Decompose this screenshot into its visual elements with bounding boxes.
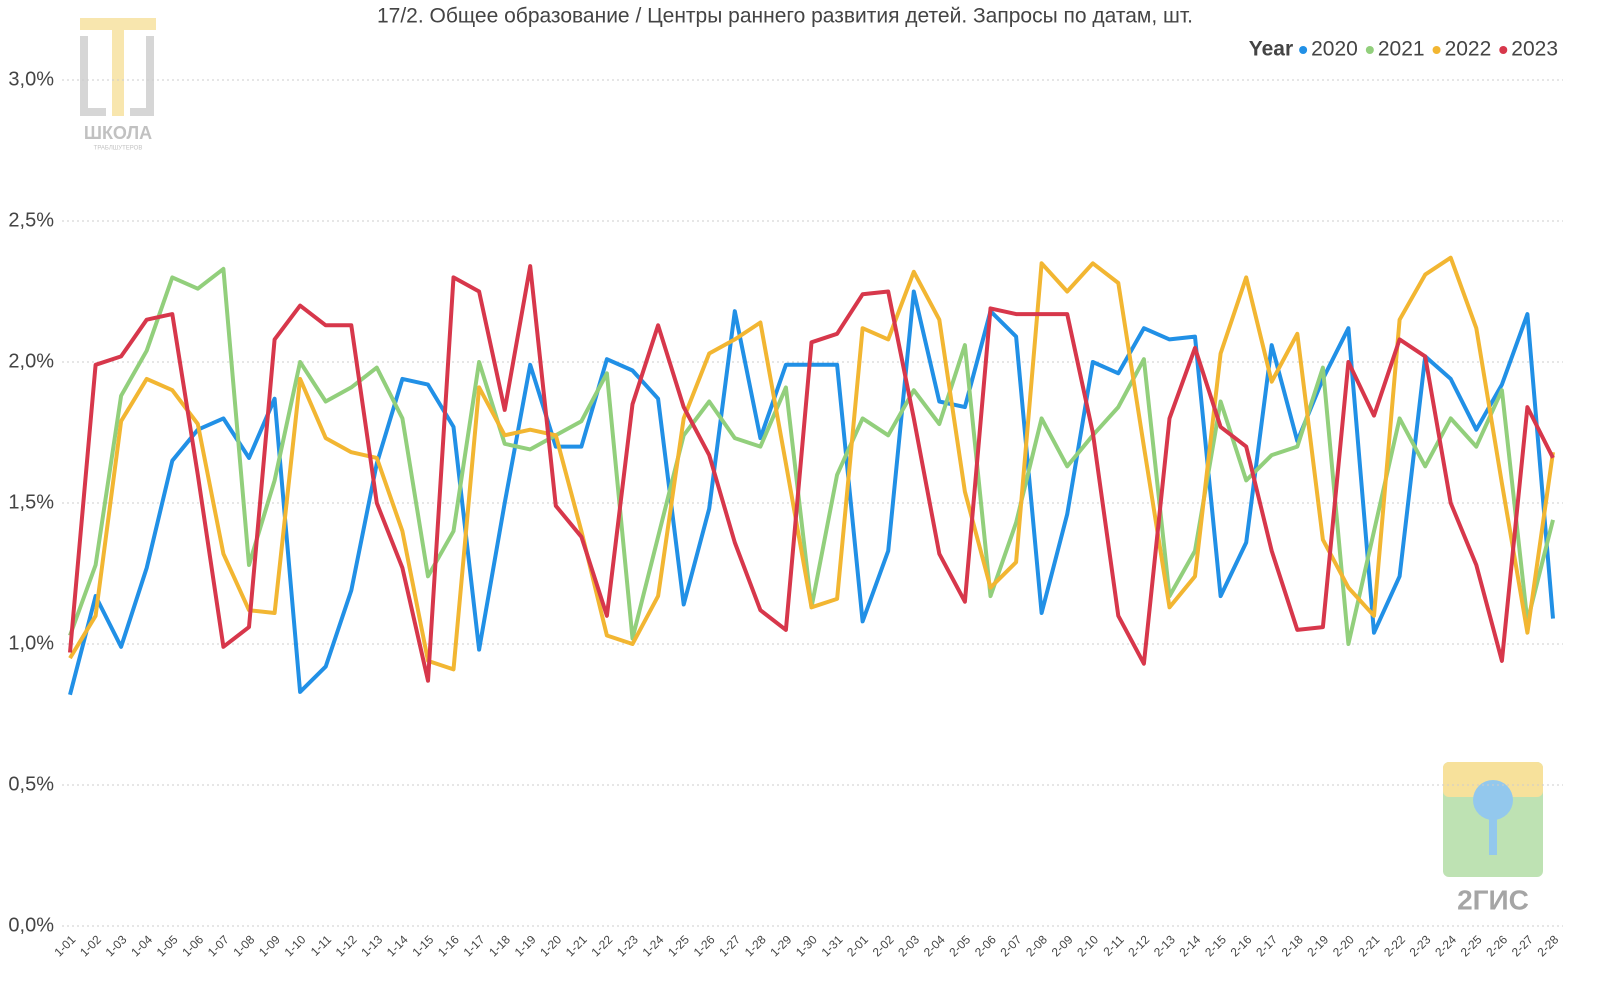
- x-tick-label: 2-01: [844, 932, 871, 959]
- legend-label: 2021: [1378, 38, 1425, 61]
- x-tick-label: 1-21: [563, 932, 590, 959]
- x-tick-label: 2-17: [1253, 932, 1280, 959]
- x-tick-label: 2-27: [1509, 932, 1536, 959]
- legend-label: 2020: [1311, 38, 1358, 61]
- x-tick-label: 2-25: [1458, 932, 1485, 959]
- x-tick-label: 2-08: [1023, 932, 1050, 959]
- x-tick-label: 1-28: [742, 932, 769, 959]
- x-tick-label: 2-21: [1355, 932, 1382, 959]
- y-tick-label: 1,0%: [8, 632, 54, 654]
- legend-marker: [1432, 46, 1441, 54]
- x-tick-label: 2-13: [1151, 932, 1178, 959]
- x-tick-label: 1-04: [128, 932, 155, 959]
- x-tick-label: 1-25: [665, 932, 692, 959]
- x-tick-label: 2-04: [921, 932, 948, 959]
- logo-2gis: 2ГИС: [1443, 762, 1543, 915]
- legend: 2023 2022 2021 2020 Year: [1249, 38, 1558, 61]
- x-tick-label: 1-18: [486, 932, 513, 959]
- x-tick-label: 1-30: [793, 932, 820, 959]
- x-tick-label: 1-26: [691, 932, 718, 959]
- x-tick-label: 2-16: [1228, 932, 1255, 959]
- x-tick-label: 1-24: [640, 932, 667, 959]
- x-tick-label: 1-02: [77, 932, 104, 959]
- x-tick-label: 1-03: [103, 932, 130, 959]
- x-tick-label: 2-15: [1202, 932, 1229, 959]
- x-tick-label: 1-15: [409, 932, 436, 959]
- x-tick-label: 1-16: [435, 932, 462, 959]
- x-tick-label: 1-09: [256, 932, 283, 959]
- x-tick-label: 2-09: [1049, 932, 1076, 959]
- y-tick-label: 0,0%: [8, 914, 54, 936]
- line-series: [68, 255, 1555, 672]
- watermark: ШКОЛА: [84, 123, 152, 143]
- x-tick-label: 2-26: [1483, 932, 1510, 959]
- x-tick-label: 2-23: [1407, 932, 1434, 959]
- watermark: ТРАБЛШУТЕРОВ: [94, 146, 143, 152]
- x-tick-label: 2-22: [1381, 932, 1408, 959]
- x-tick-label: 1-13: [358, 932, 385, 959]
- legend-marker: [1365, 46, 1374, 54]
- x-tick-label: 2-14: [1177, 932, 1204, 959]
- legend-marker: [1299, 46, 1308, 54]
- x-tick-label: 2-10: [1074, 932, 1101, 959]
- x-tick-label: 1-07: [205, 932, 232, 959]
- x-tick-label: 2-03: [895, 932, 922, 959]
- x-tick-label: 1-06: [179, 932, 206, 959]
- y-tick-label: 0,5%: [8, 773, 54, 795]
- x-tick-label: 2-05: [946, 932, 973, 959]
- x-tick-label: 1-17: [461, 932, 488, 959]
- x-tick-label: 2-12: [1125, 932, 1152, 959]
- x-tick-label: 1-22: [588, 932, 615, 959]
- x-tick-label: 2-07: [998, 932, 1025, 959]
- watermark: 2ГИС: [1457, 884, 1529, 915]
- x-tick-label: 1-08: [230, 932, 257, 959]
- x-tick-label: 2-02: [870, 932, 897, 959]
- x-tick-label: 2-06: [972, 932, 999, 959]
- x-tick-label: 1-23: [614, 932, 641, 959]
- x-tick-label: 2-19: [1304, 932, 1331, 959]
- x-tick-label: 1-27: [716, 932, 743, 959]
- x-tick-label: 2-28: [1534, 932, 1561, 959]
- legend-label: 2023: [1511, 38, 1558, 61]
- x-tick-label: 1-20: [537, 932, 564, 959]
- legend-marker: [1499, 46, 1508, 54]
- x-tick-label: 1-05: [154, 932, 181, 959]
- chart-title: 17/2. Общее образование / Центры раннего…: [377, 5, 1193, 28]
- x-tick-label: 1-19: [512, 932, 539, 959]
- y-tick-label: 1,5%: [8, 491, 54, 513]
- x-tick-label: 2-20: [1330, 932, 1357, 959]
- logo-school: ШКОЛА ТРАБЛШУТЕРОВ: [80, 18, 156, 152]
- x-tick-label: 1-01: [51, 932, 78, 959]
- line-series: [68, 264, 1555, 683]
- x-tick-label: 2-11: [1100, 932, 1126, 958]
- x-tick-label: 2-18: [1279, 932, 1306, 959]
- x-tick-label: 1-12: [333, 932, 360, 959]
- x-tick-label: 1-31: [819, 932, 846, 959]
- x-tick-label: 1-29: [767, 932, 794, 959]
- x-tick-label: 1-14: [384, 932, 411, 959]
- y-tick-label: 2,5%: [8, 209, 54, 231]
- legend-label: 2022: [1445, 38, 1492, 61]
- x-tick-label: 1-11: [308, 932, 334, 958]
- y-tick-label: 3,0%: [8, 68, 54, 90]
- x-tick-label: 1-10: [282, 932, 309, 959]
- y-tick-label: 2,0%: [8, 350, 54, 372]
- legend-title: Year: [1249, 38, 1293, 61]
- x-tick-label: 2-24: [1432, 932, 1459, 959]
